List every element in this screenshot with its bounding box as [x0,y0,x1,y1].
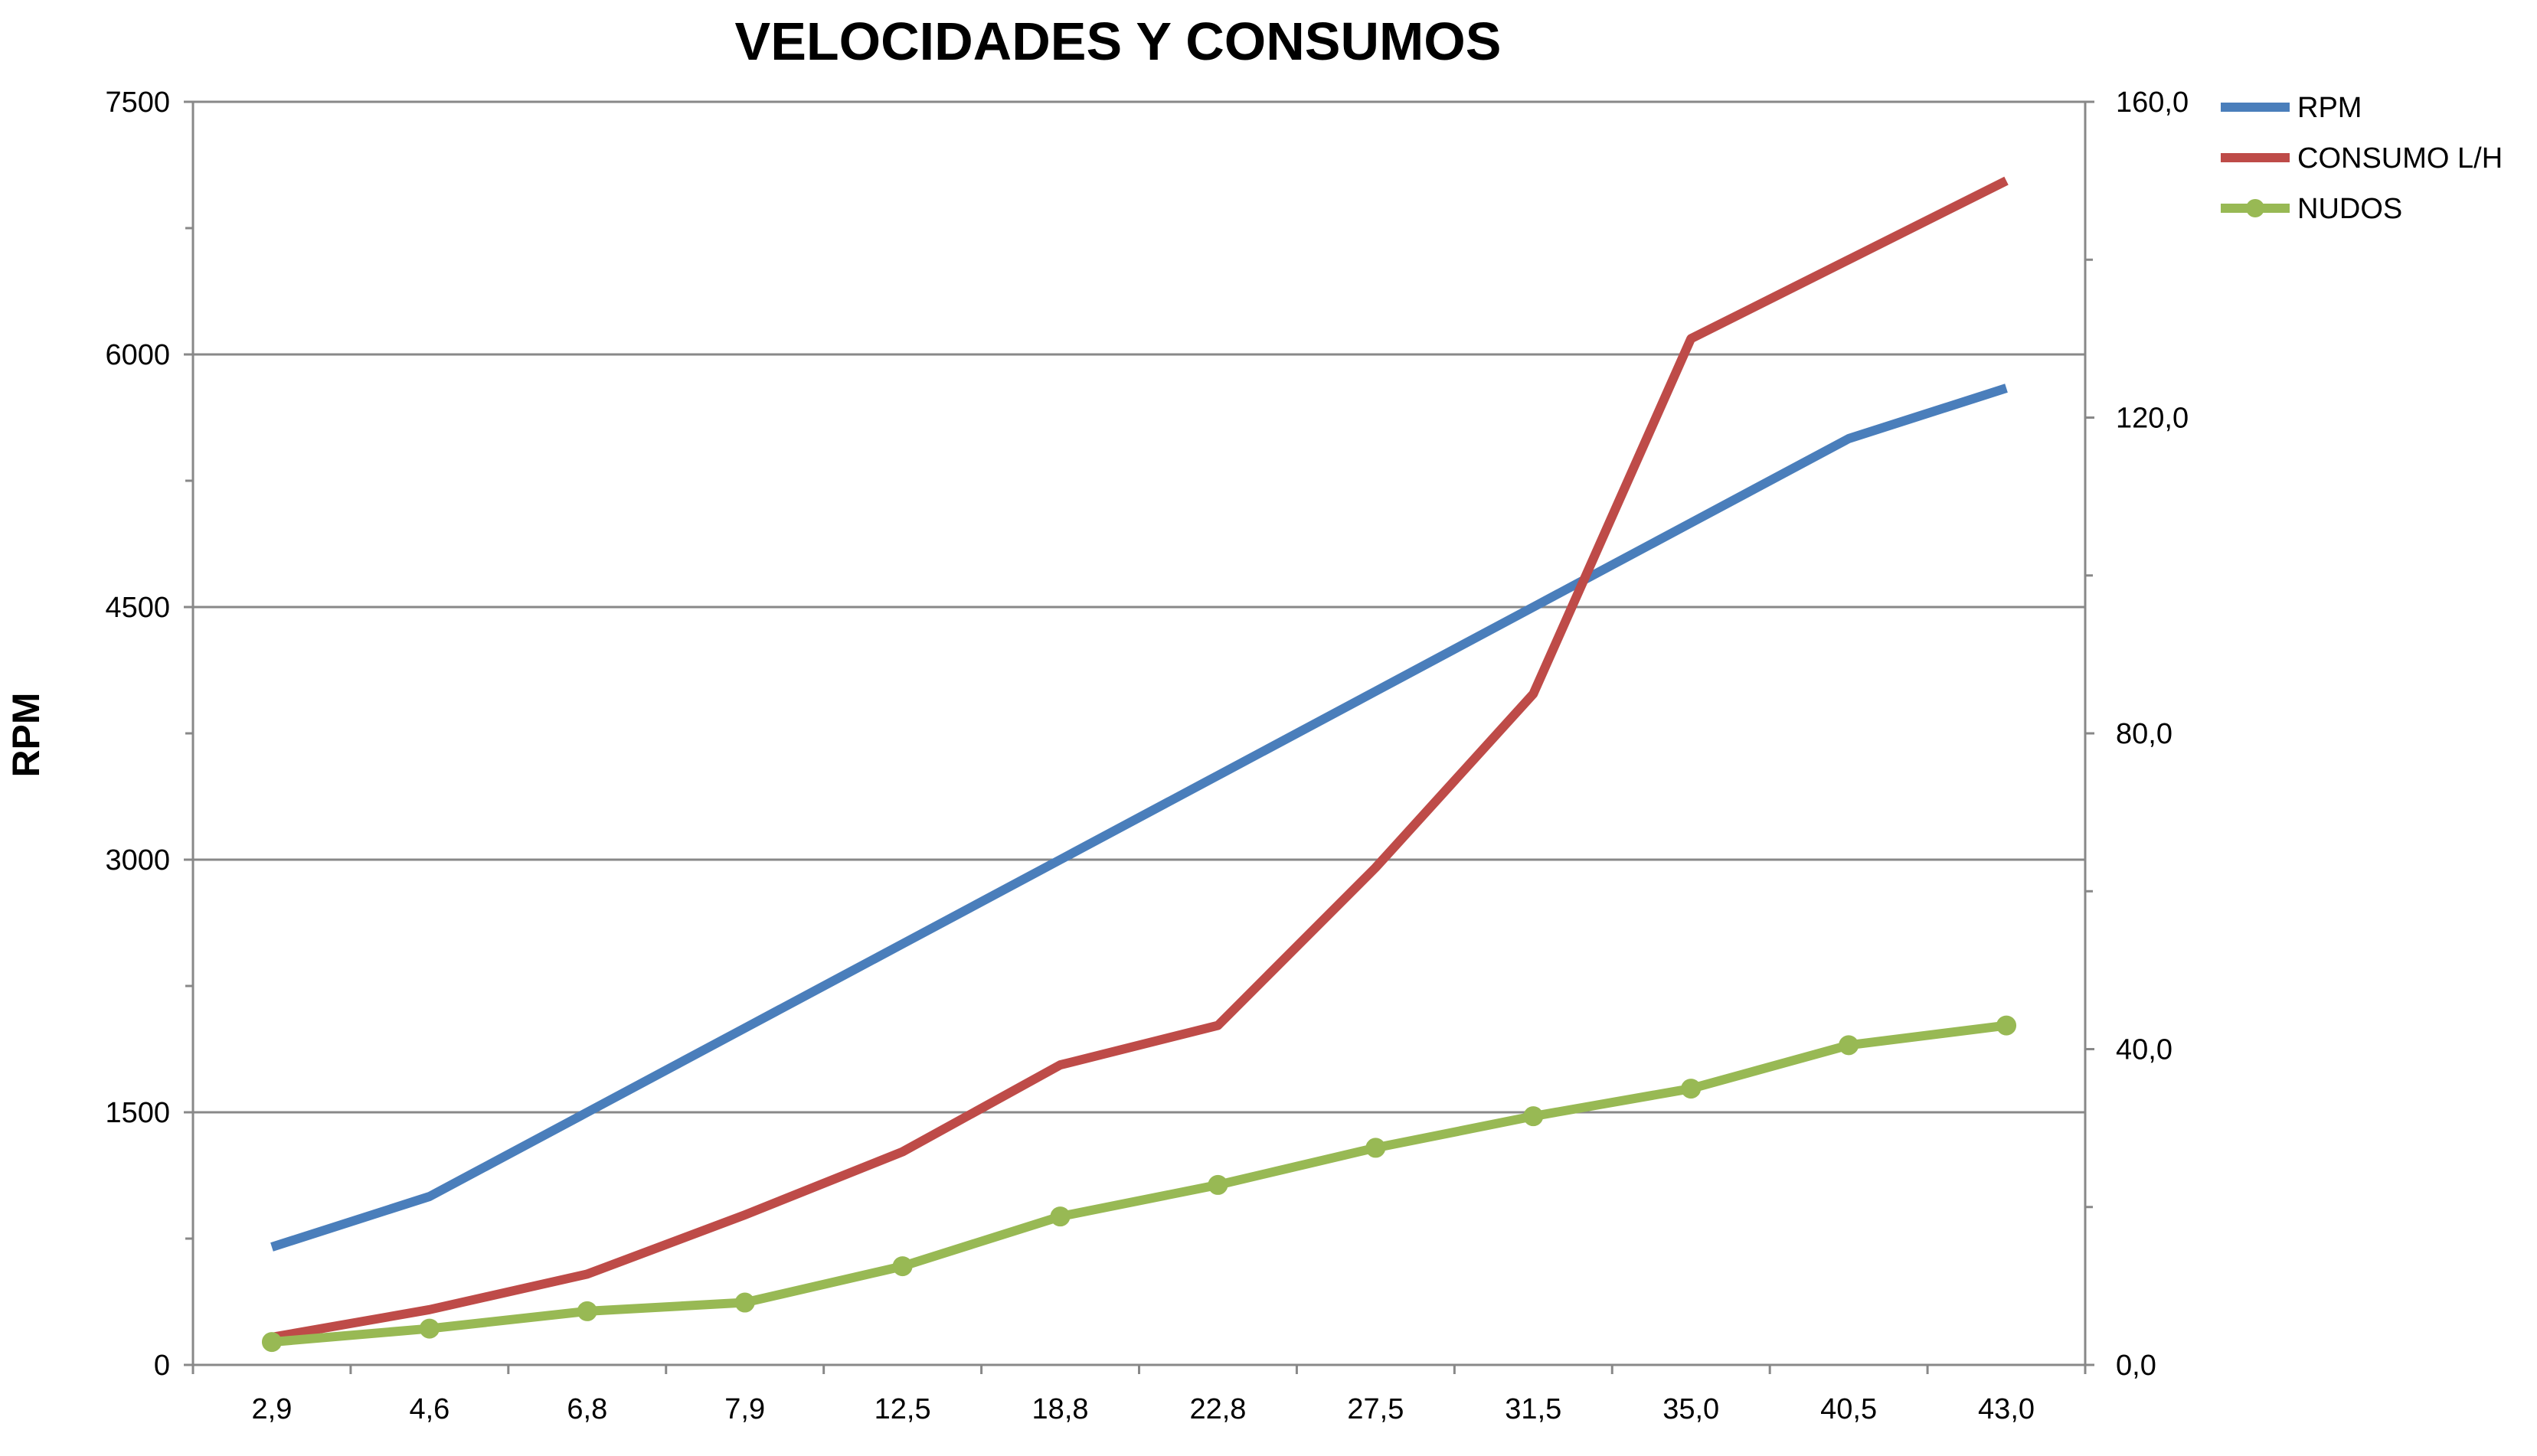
y2-tick-label: 160,0 [2116,87,2189,119]
data-point-nudos [1681,1079,1702,1099]
data-point-nudos [419,1318,440,1339]
y-tick-label: 4500 [105,592,170,624]
x-tick-label: 2,9 [252,1393,293,1425]
data-point-nudos [1996,1015,2017,1036]
y2-tick-label: 80,0 [2116,718,2172,750]
legend-label-nudos: NUDOS [2297,193,2402,225]
x-tick-label: 27,5 [1347,1393,1404,1425]
x-tick-label: 12,5 [875,1393,931,1425]
data-point-nudos [577,1301,597,1321]
y-tick-label: 6000 [105,339,170,371]
y-tick-label: 1500 [105,1097,170,1129]
y-tick-label: 0 [154,1350,170,1382]
x-tick-label: 4,6 [409,1393,450,1425]
x-tick-label: 18,8 [1032,1393,1089,1425]
x-tick-label: 43,0 [1978,1393,2035,1425]
data-point-nudos [1365,1138,1386,1158]
data-point-nudos [734,1292,755,1313]
legend-marker-nudos [2246,199,2264,217]
series-line-consumo-l-h [270,176,2009,1342]
x-tick-label: 35,0 [1662,1393,1719,1425]
x-tick-label: 31,5 [1505,1393,1561,1425]
data-point-nudos [261,1332,282,1353]
data-point-nudos [1050,1206,1071,1227]
y2-tick-label: 0,0 [2116,1350,2156,1382]
y-tick-label: 3000 [105,844,170,877]
series-line-rpm [270,384,2008,1252]
data-point-nudos [1208,1174,1228,1195]
legend-label-rpm: RPM [2297,92,2362,124]
data-point-nudos [1839,1035,1859,1056]
data-point-nudos [1523,1106,1544,1127]
legend-label-consumo-l-h: CONSUMO L/H [2297,142,2503,175]
series-line-nudos [271,1020,2007,1347]
y2-tick-label: 40,0 [2116,1034,2172,1066]
x-tick-label: 22,8 [1189,1393,1246,1425]
data-point-nudos [892,1256,913,1277]
x-tick-label: 6,8 [567,1393,607,1425]
x-tick-label: 40,5 [1820,1393,1877,1425]
chart-title: VELOCIDADES Y CONSUMOS [734,11,1502,71]
x-tick-label: 7,9 [724,1393,765,1425]
y2-tick-label: 120,0 [2116,403,2189,435]
y-tick-label: 7500 [105,87,170,119]
